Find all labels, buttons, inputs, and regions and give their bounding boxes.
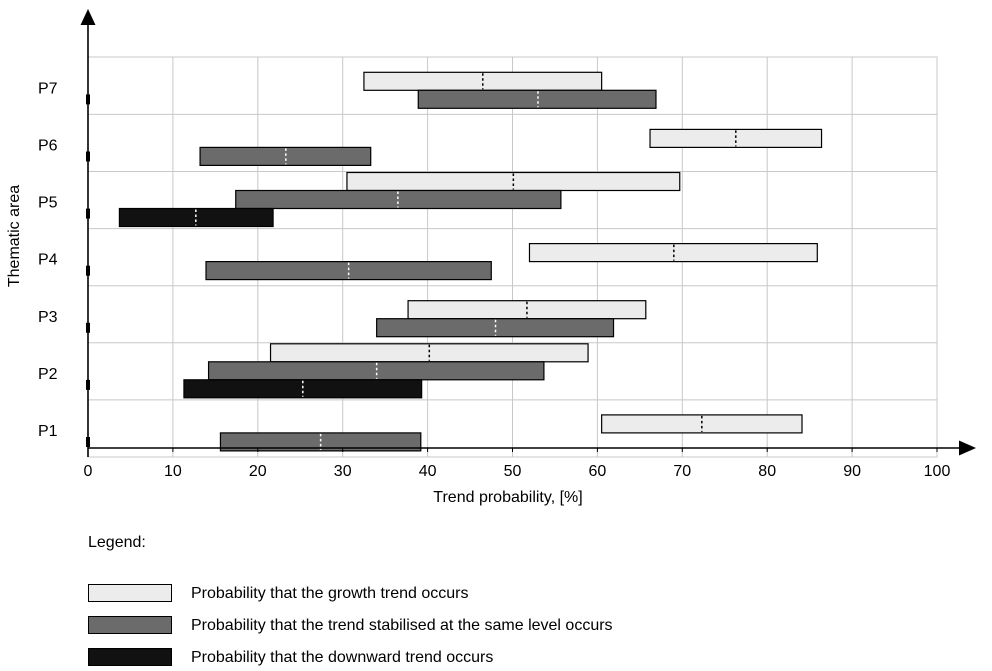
y-tick <box>86 151 90 162</box>
y-tick <box>86 322 90 333</box>
range-bar-chart: P1 P2 P3 P4 P5 P6 P7 0 10 20 30 40 50 60 70 80 90 100 Tren… <box>6 9 976 506</box>
bar-growth-p6 <box>649 128 823 148</box>
x-tick-label: 80 <box>758 463 776 480</box>
legend-title: Legend: <box>88 534 146 551</box>
bar-downward-p2 <box>183 379 423 399</box>
bar-stable-p6 <box>199 146 372 166</box>
legend-swatch-downward <box>88 648 172 666</box>
x-tick-label: 10 <box>164 463 182 480</box>
y-tick-label: P3 <box>38 309 58 326</box>
legend-swatch-growth <box>88 584 172 602</box>
y-axis-title: Thematic area <box>6 185 23 287</box>
x-tick-label: 40 <box>419 463 437 480</box>
y-tick <box>86 437 90 447</box>
x-axis-title: Trend probability, [%] <box>433 489 582 506</box>
x-tick-label: 70 <box>673 463 691 480</box>
legend-label-stable: Probability that the trend stabilised at… <box>191 617 613 634</box>
bar-stable-p5 <box>235 189 562 210</box>
x-tick-label: 30 <box>334 463 352 480</box>
y-tick <box>86 94 90 105</box>
x-tick-label: 100 <box>924 463 951 480</box>
x-tick-label: 60 <box>589 463 607 480</box>
bar-stable-p3 <box>376 318 615 338</box>
y-tick <box>86 265 90 276</box>
x-tick-label: 20 <box>249 463 267 480</box>
y-tick <box>86 208 90 219</box>
legend-label-growth: Probability that the growth trend occurs <box>191 585 469 602</box>
y-tick-label: P7 <box>38 80 58 97</box>
y-tick-label: P2 <box>38 366 58 383</box>
x-axis-arrow <box>959 440 976 456</box>
y-tick-label: P5 <box>38 195 58 212</box>
bar-stable-p7 <box>417 89 657 109</box>
y-tick-label: P4 <box>38 252 58 269</box>
x-tick-label: 0 <box>84 463 93 480</box>
y-tick-label: P6 <box>38 138 58 155</box>
bar-stable-p1 <box>219 432 422 452</box>
y-tick-label: P1 <box>38 423 58 440</box>
bar-growth-p1 <box>601 414 803 434</box>
x-tick-label: 50 <box>504 463 522 480</box>
legend-label-downward: Probability that the downward trend occu… <box>191 649 494 666</box>
bar-stable-p4 <box>205 261 492 281</box>
y-tick <box>86 379 90 390</box>
y-axis-arrow <box>80 9 96 25</box>
x-tick-label: 90 <box>843 463 861 480</box>
bar-downward-p5 <box>118 207 274 228</box>
legend-swatch-stable <box>88 616 172 634</box>
bar-growth-p4 <box>528 243 818 263</box>
